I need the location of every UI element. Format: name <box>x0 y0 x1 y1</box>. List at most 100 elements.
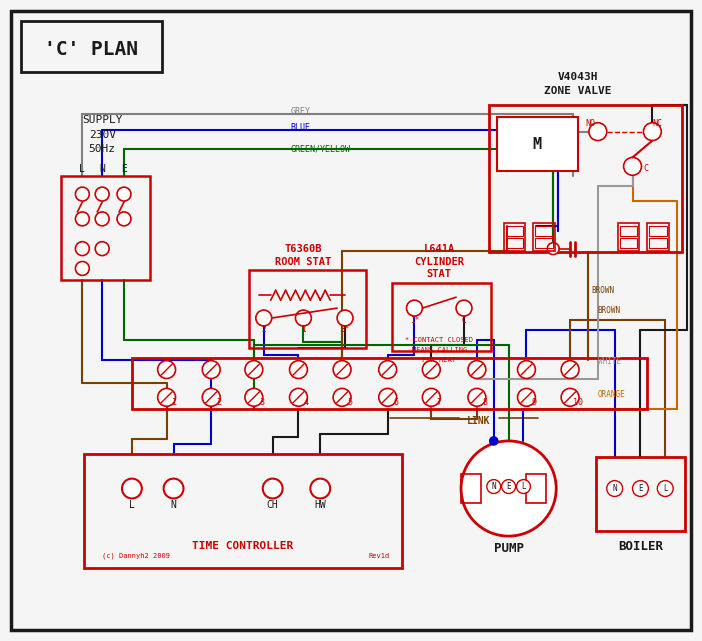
Circle shape <box>289 361 307 378</box>
Circle shape <box>245 388 263 406</box>
Circle shape <box>502 479 515 494</box>
Text: BROWN: BROWN <box>598 306 621 315</box>
Bar <box>620 226 637 236</box>
Circle shape <box>517 479 531 494</box>
Circle shape <box>158 361 176 378</box>
Circle shape <box>75 262 89 276</box>
Circle shape <box>95 187 109 201</box>
Bar <box>536 226 553 236</box>
Circle shape <box>75 187 89 201</box>
Circle shape <box>75 242 89 256</box>
Circle shape <box>202 361 220 378</box>
Bar <box>60 176 150 280</box>
Circle shape <box>517 361 536 378</box>
Text: C: C <box>643 164 648 173</box>
Bar <box>489 105 682 252</box>
Circle shape <box>95 242 109 256</box>
Bar <box>534 223 555 251</box>
Text: 2: 2 <box>217 398 222 407</box>
Circle shape <box>256 310 272 326</box>
Circle shape <box>607 481 623 497</box>
Bar <box>536 238 553 247</box>
Circle shape <box>423 388 440 406</box>
Text: C: C <box>462 315 466 324</box>
Text: 10: 10 <box>573 398 583 407</box>
Text: BLUE: BLUE <box>291 123 310 132</box>
Bar <box>647 223 669 251</box>
Text: E: E <box>506 482 511 491</box>
Circle shape <box>379 388 397 406</box>
Circle shape <box>406 300 423 316</box>
Text: L: L <box>663 484 668 493</box>
Text: 1*: 1* <box>410 315 419 324</box>
Circle shape <box>333 361 351 378</box>
Circle shape <box>95 212 109 226</box>
Text: E: E <box>638 484 643 493</box>
Text: 5: 5 <box>347 398 352 407</box>
Text: 6: 6 <box>393 398 398 407</box>
Bar <box>84 454 402 568</box>
Circle shape <box>423 361 440 378</box>
Bar <box>505 226 524 236</box>
Circle shape <box>486 479 501 494</box>
Bar <box>249 271 366 348</box>
Text: NC: NC <box>652 119 662 128</box>
Bar <box>649 238 667 247</box>
Text: GREY: GREY <box>291 107 310 116</box>
Text: N: N <box>491 482 496 491</box>
Circle shape <box>561 388 579 406</box>
Text: CYLINDER: CYLINDER <box>414 256 464 267</box>
Text: M: M <box>533 137 542 152</box>
Bar <box>132 358 647 409</box>
Circle shape <box>296 310 312 326</box>
Text: NO: NO <box>585 119 595 128</box>
Text: 3*: 3* <box>340 326 350 335</box>
Circle shape <box>657 481 673 497</box>
Circle shape <box>468 388 486 406</box>
Text: ZONE VALVE: ZONE VALVE <box>544 86 611 96</box>
Text: L: L <box>521 482 526 491</box>
Text: * CONTACT CLOSED: * CONTACT CLOSED <box>405 337 473 343</box>
Bar <box>526 474 546 503</box>
Circle shape <box>289 388 307 406</box>
Text: 'C' PLAN: 'C' PLAN <box>44 40 138 59</box>
Text: E: E <box>121 164 127 174</box>
Circle shape <box>548 243 559 254</box>
Circle shape <box>164 479 183 499</box>
Bar <box>461 474 481 503</box>
Circle shape <box>456 300 472 316</box>
Text: L: L <box>79 164 85 174</box>
Text: (c) Dannyh2 2009: (c) Dannyh2 2009 <box>102 553 170 559</box>
Circle shape <box>333 388 351 406</box>
Text: ORANGE: ORANGE <box>598 390 625 399</box>
Circle shape <box>75 212 89 226</box>
Bar <box>503 223 526 251</box>
Bar <box>620 238 637 247</box>
Circle shape <box>122 479 142 499</box>
Text: N: N <box>612 484 617 493</box>
Text: T6360B: T6360B <box>285 244 322 254</box>
Text: SUPPLY: SUPPLY <box>82 115 122 125</box>
Circle shape <box>644 122 661 140</box>
Bar <box>21 21 161 72</box>
Bar <box>596 457 685 531</box>
Bar <box>497 117 578 171</box>
Text: 3: 3 <box>259 398 264 407</box>
Text: GREEN/YELLOW: GREEN/YELLOW <box>291 144 350 153</box>
Bar <box>649 226 667 236</box>
Text: L: L <box>129 501 135 510</box>
Text: WHITE: WHITE <box>598 357 621 366</box>
Circle shape <box>490 437 498 445</box>
Text: L641A: L641A <box>423 244 455 254</box>
Text: TIME CONTROLLER: TIME CONTROLLER <box>192 541 293 551</box>
Text: 4: 4 <box>304 398 309 407</box>
Text: 1: 1 <box>172 398 177 407</box>
Text: BROWN: BROWN <box>591 286 614 295</box>
Text: LINK: LINK <box>467 416 491 426</box>
Text: 1: 1 <box>301 326 306 335</box>
Text: 230V: 230V <box>88 129 116 140</box>
Circle shape <box>158 388 176 406</box>
Circle shape <box>561 361 579 378</box>
Text: 8: 8 <box>482 398 487 407</box>
Circle shape <box>117 212 131 226</box>
